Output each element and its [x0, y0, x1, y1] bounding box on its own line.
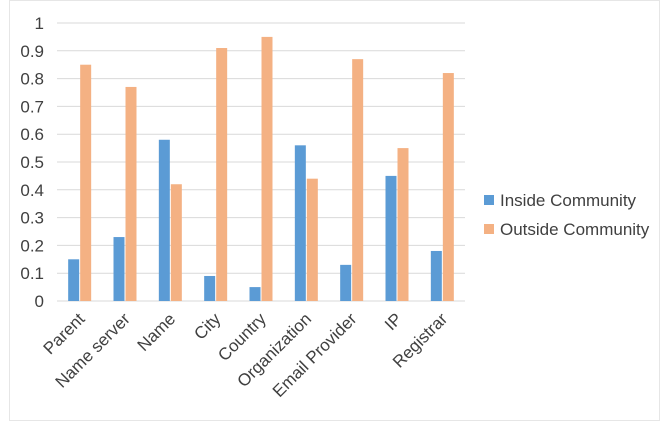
y-axis-tick-labels: 0 0.1 0.2 0.3 0.4 0.5 0.6 0.7 0.8 0.9 1: [20, 14, 44, 311]
bar-outside-community: [125, 86, 137, 301]
y-tick-label: 0.4: [20, 181, 44, 200]
bar-outside-community: [80, 64, 92, 301]
bar-outside-community: [261, 36, 273, 302]
x-category-label: City: [190, 309, 224, 343]
y-tick-label: 0.5: [20, 153, 44, 172]
bar-inside-community: [68, 259, 80, 301]
legend-swatch: [484, 195, 494, 205]
bar-inside-community: [385, 175, 397, 301]
x-category-label: IP: [381, 309, 406, 334]
y-tick-label: 0.1: [20, 264, 44, 283]
bar-inside-community: [113, 237, 125, 301]
bar-outside-community: [442, 73, 454, 301]
bars: [68, 36, 454, 302]
bar-inside-community: [294, 145, 306, 301]
bar-outside-community: [397, 148, 409, 301]
bar-inside-community: [204, 275, 216, 301]
legend-swatch: [484, 224, 494, 234]
bar-outside-community: [216, 48, 228, 301]
bar-inside-community: [249, 287, 261, 301]
bar-outside-community: [170, 184, 182, 301]
y-tick-label: 0: [35, 292, 44, 311]
y-tick-label: 0.8: [20, 70, 44, 89]
y-tick-label: 1: [35, 14, 44, 33]
bar-inside-community: [430, 250, 442, 301]
y-tick-label: 0.7: [20, 97, 44, 116]
bar-inside-community: [340, 264, 352, 301]
bar-outside-community: [306, 178, 318, 301]
x-category-label: Name: [134, 309, 180, 355]
chart-frame: [9, 0, 660, 421]
bar-outside-community: [352, 59, 364, 301]
bar-inside-community: [158, 139, 170, 301]
y-tick-label: 0.3: [20, 209, 44, 228]
legend-label: Outside Community: [500, 220, 650, 239]
legend-label: Inside Community: [500, 191, 637, 210]
y-tick-label: 0.9: [20, 42, 44, 61]
y-tick-label: 0.2: [20, 236, 44, 255]
gridlines: [57, 22, 465, 302]
y-tick-label: 0.6: [20, 125, 44, 144]
legend: Inside Community Outside Community: [484, 191, 650, 239]
